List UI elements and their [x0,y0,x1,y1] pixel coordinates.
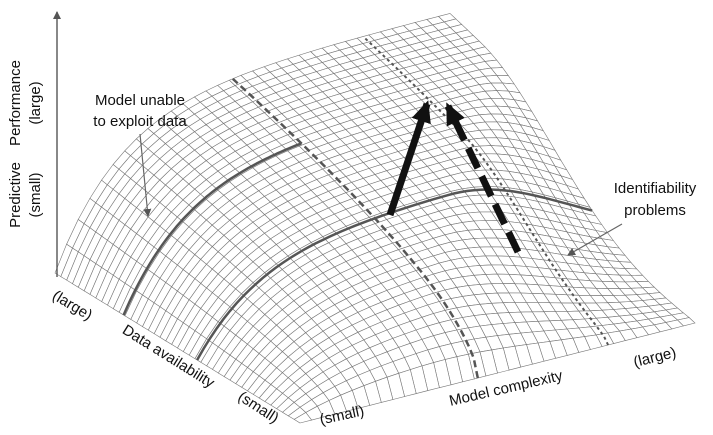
surface-line [122,142,302,316]
annotation-arrow [139,133,152,217]
annotation: Identifiability [614,180,697,197]
axis-high-label: (large) [632,344,678,371]
surface-line [231,77,480,379]
surface-cell [293,412,313,424]
axis-title: Performance [7,60,24,146]
annotation: Model unable [95,92,185,109]
axis-title: Predictive [7,162,24,228]
annotation-arrow [567,223,623,256]
axis-low-label: (small) [27,173,44,218]
annotation: to exploit data [93,113,187,130]
dashed-arrow [444,102,522,254]
axis-high-label: (large) [27,81,44,124]
annotation: problems [624,202,686,219]
solid-arrow [386,100,431,217]
